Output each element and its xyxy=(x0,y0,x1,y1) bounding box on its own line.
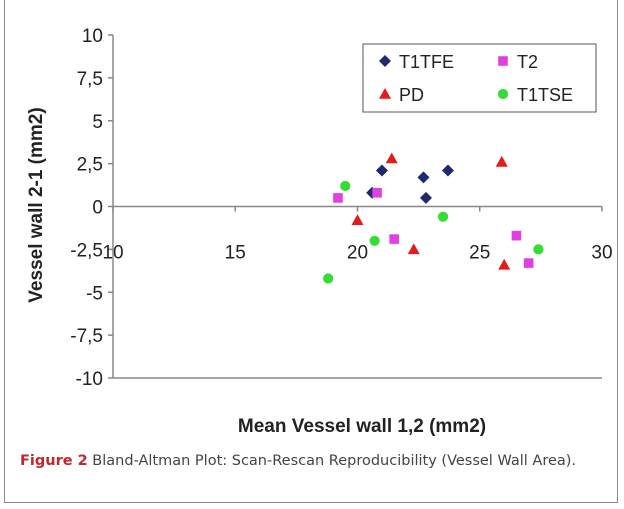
y-tick-label: 5 xyxy=(92,112,103,133)
x-tick-label: 20 xyxy=(347,243,368,264)
legend-label-t1tse: T1TSE xyxy=(517,85,573,105)
legend-marker-pd xyxy=(379,88,391,99)
point-t2 xyxy=(333,193,343,203)
figure-caption: Figure 2 Bland-Altman Plot: Scan-Rescan … xyxy=(20,450,608,472)
caption-text: Bland-Altman Plot: Scan-Rescan Reproduci… xyxy=(87,453,577,469)
y-tick-label: -5 xyxy=(86,283,103,304)
y-axis-ticks: 10 7,5 5 2,5 0 -2,5 -5 -7,5 -10 xyxy=(70,26,113,390)
y-tick-label: -7,5 xyxy=(70,326,103,347)
legend-marker-t1tse xyxy=(497,88,509,100)
point-pd xyxy=(498,258,511,270)
point-t1tse xyxy=(533,244,544,255)
point-t2 xyxy=(372,187,382,198)
point-pd xyxy=(385,152,398,164)
y-tick-label: -2,5 xyxy=(70,240,103,261)
x-tick-label: 15 xyxy=(225,243,246,264)
point-t1tse xyxy=(340,180,351,192)
y-tick-label: 7,5 xyxy=(77,69,103,90)
point-t1tse xyxy=(437,211,449,222)
y-tick-label: 2,5 xyxy=(77,155,103,176)
legend-marker-t1tfe xyxy=(379,55,391,67)
point-t1tfe xyxy=(417,171,430,184)
legend-label-t1tfe: T1TFE xyxy=(399,52,454,72)
x-tick-label: 30 xyxy=(591,243,612,264)
x-axis-title: Mean Vessel wall 1,2 (mm2) xyxy=(238,416,486,437)
point-t1tfe xyxy=(419,191,432,204)
legend-marker-t2 xyxy=(498,56,508,66)
point-t2 xyxy=(511,230,522,241)
point-t2 xyxy=(523,258,534,268)
point-pd xyxy=(407,243,420,255)
point-t1tse xyxy=(369,235,380,246)
point-t1tse xyxy=(323,273,334,284)
legend-label-pd: PD xyxy=(399,85,424,105)
point-pd xyxy=(351,214,364,226)
point-t2 xyxy=(389,234,399,244)
x-tick-label: 25 xyxy=(469,243,490,264)
y-tick-label: 0 xyxy=(92,198,103,219)
point-t1tfe xyxy=(441,164,454,177)
bland-altman-chart: 10 7,5 5 2,5 0 -2,5 -5 -7,5 -10 10 15 20 25 30 T1TFE… xyxy=(26,26,613,437)
y-tick-label: 10 xyxy=(82,26,103,47)
y-tick-label: -10 xyxy=(76,369,103,390)
y-axis-title: Vessel wall 2-1 (mm2) xyxy=(26,107,47,302)
legend: T1TFE T2 PD T1TSE xyxy=(362,43,597,113)
legend-box xyxy=(362,43,597,113)
caption-label: Figure 2 xyxy=(20,453,88,469)
legend-label-t2: T2 xyxy=(517,52,538,72)
data-points xyxy=(323,152,544,284)
point-t1tfe xyxy=(375,164,388,177)
point-pd xyxy=(495,155,508,167)
